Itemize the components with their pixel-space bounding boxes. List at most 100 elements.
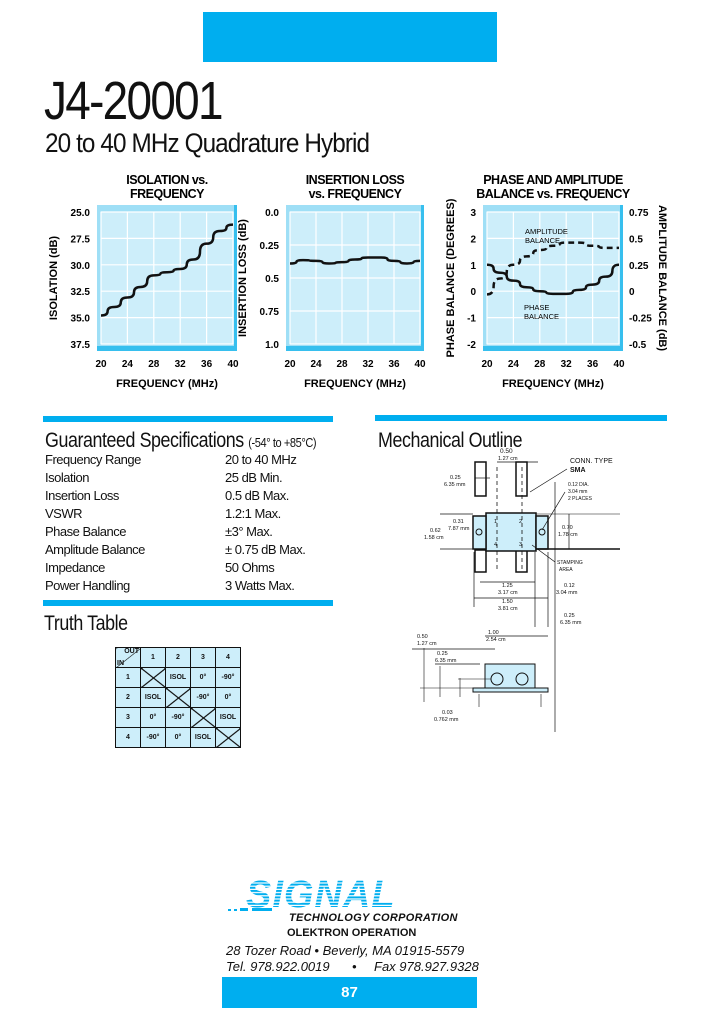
spec-label: Isolation [45, 470, 89, 485]
port-label: 1 [494, 519, 497, 525]
y-right-tick-label: -0.25 [629, 314, 652, 325]
x-tick-label: 24 [508, 359, 520, 370]
x-tick-label: 32 [362, 359, 374, 370]
table-row: 1 ISOL 0° -90° [115, 667, 241, 688]
port-label: 4 [494, 542, 497, 548]
spec-label: Impedance [45, 560, 105, 575]
dim-label: 0.70 [562, 525, 573, 531]
crossed-cell [215, 727, 241, 748]
truth-table-heading: Truth Table [44, 612, 128, 635]
stamping-label: STAMPING [557, 560, 583, 566]
dim-label: 7.87 mm [448, 526, 470, 532]
crossed-cell [140, 667, 166, 688]
dim-label: 6.35 mm [560, 620, 582, 626]
series-label: BALANCE [524, 312, 559, 321]
y-tick-label: 1 [470, 261, 476, 272]
dim-label: 0.31 [453, 519, 464, 525]
row-header: 2 [115, 687, 141, 708]
table-row: 4 -90° 0° ISOL [115, 727, 241, 748]
y-tick-label: -2 [467, 340, 476, 351]
connector-3 [515, 549, 528, 573]
x-tick-label: 40 [227, 359, 239, 370]
spec-label: Amplitude Balance [45, 542, 145, 557]
truth-table: OUT IN 1 2 3 4 1 ISOL 0° -90° 2 ISOL -90° 0° 3 0° -90° IS… [115, 647, 241, 748]
x-tick-label: 36 [388, 359, 400, 370]
dim-label: 6.35 mm [444, 482, 466, 488]
chart-title: FREQUENCY [130, 187, 205, 201]
page-number: 87 [222, 977, 477, 1008]
x-tick-label: 32 [175, 359, 187, 370]
column-header: 3 [190, 647, 216, 668]
spec-row: Insertion Loss 0.5 dB Max. [45, 488, 335, 506]
spec-row: Impedance 50 Ohms [45, 560, 335, 578]
row-header: 1 [115, 667, 141, 688]
dim-label: 0.25 [437, 651, 448, 657]
dim-label: 0.12 [564, 583, 575, 589]
y-tick-label: 37.5 [71, 340, 91, 351]
mount-hole-icon [538, 528, 546, 536]
x-tick-label: 40 [414, 359, 426, 370]
dim-label: 0.762 mm [434, 717, 459, 723]
spec-row: VSWR 1.2:1 Max. [45, 506, 335, 524]
table-cell: ISOL [140, 687, 166, 708]
y-tick-label: 25.0 [71, 208, 91, 219]
dim-label: 0.50 [500, 448, 513, 455]
dim-label: 0.03 [442, 710, 453, 716]
spec-value: 1.2:1 Max. [225, 506, 281, 521]
dim-label: 3.81 cm [498, 606, 518, 612]
crossed-cell [190, 707, 216, 728]
series-label: BALANCE [525, 236, 560, 245]
y-right-tick-label: -0.5 [629, 340, 647, 351]
specs-title: Guaranteed Specifications [45, 429, 244, 452]
signal-logo: SIGNAL [228, 874, 396, 914]
chart-title: PHASE AND AMPLITUDE [483, 173, 623, 187]
hole-label: 0.12 DIA. [568, 482, 589, 488]
plot-frame-shadow [234, 205, 237, 351]
plot-frame-shadow [286, 346, 424, 351]
conn-type-label: CONN. TYPE [570, 458, 613, 465]
spec-value: 20 to 40 MHz [225, 452, 297, 467]
dim-label: 1.78 cm [558, 532, 578, 538]
side-flange [472, 687, 549, 693]
y-axis-label: INSERTION LOSS (dB) [237, 219, 249, 337]
plot-frame-shadow [620, 205, 623, 351]
divider [43, 416, 333, 422]
column-header: 1 [140, 647, 166, 668]
spec-row: Isolation 25 dB Min. [45, 470, 335, 488]
logo-wordmark: SIGNAL [246, 874, 396, 914]
y-tick-label: 30.0 [71, 261, 91, 272]
x-axis-label: FREQUENCY (MHz) [502, 378, 604, 390]
plot-frame-shadow [483, 346, 623, 351]
spec-row: Power Handling 3 Watts Max. [45, 578, 335, 596]
connector-4 [474, 549, 487, 573]
x-tick-label: 20 [95, 359, 107, 370]
spec-value: ±3° Max. [225, 524, 273, 539]
stamping-label: AREA [559, 567, 573, 573]
table-cell: 0° [215, 687, 241, 708]
spec-value: 50 Ohms [225, 560, 275, 575]
column-header: 2 [165, 647, 191, 668]
table-row: 2 ISOL -90° 0° [115, 687, 241, 708]
dim-label: 0.62 [430, 528, 441, 534]
y-tick-label: 0.5 [265, 274, 279, 285]
y-tick-label: 1.0 [265, 340, 279, 351]
divider [43, 600, 333, 606]
table-row: 3 0° -90° ISOL [115, 707, 241, 728]
mount-flange-left [472, 515, 487, 550]
corner-out-label: OUT [124, 648, 139, 655]
table-cell: 0° [165, 727, 191, 748]
plot-frame-shadow [97, 346, 237, 351]
table-cell: ISOL [215, 707, 241, 728]
x-tick-label: 24 [310, 359, 322, 370]
company-name: TECHNOLOGY CORPORATION [289, 912, 458, 924]
mount-hole-icon [475, 528, 483, 536]
mount-flange-right [535, 515, 549, 550]
dim-label: 1.00 [488, 630, 499, 636]
spec-label: VSWR [45, 506, 83, 521]
x-tick-label: 20 [284, 359, 296, 370]
dim-label: 3.17 cm [498, 590, 518, 596]
fax: Fax 978.927.9328 [374, 959, 479, 974]
connector-2 [515, 461, 528, 497]
